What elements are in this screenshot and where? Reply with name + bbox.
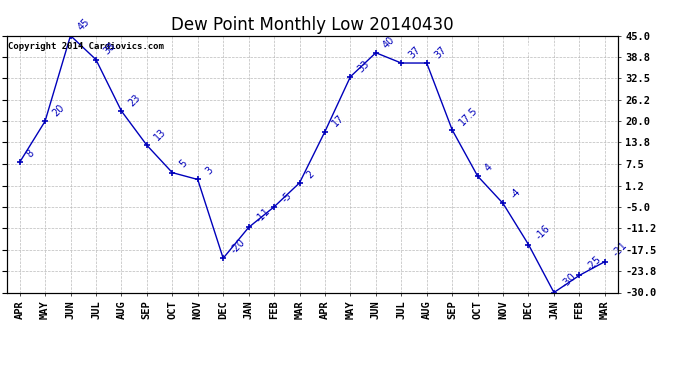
- Text: 3: 3: [204, 165, 215, 177]
- Text: -5: -5: [279, 190, 293, 204]
- Text: 38: 38: [101, 41, 117, 57]
- Text: -25: -25: [585, 254, 603, 273]
- Text: -11: -11: [254, 207, 273, 225]
- Text: 37: 37: [432, 44, 448, 60]
- Text: -16: -16: [534, 224, 552, 242]
- Text: 20: 20: [50, 103, 66, 118]
- Text: 37: 37: [407, 44, 423, 60]
- Text: 2: 2: [305, 169, 317, 180]
- Text: 17.5: 17.5: [457, 105, 480, 127]
- Text: Dew Point (°F): Dew Point (°F): [524, 45, 611, 55]
- Text: 23: 23: [127, 92, 143, 108]
- Text: 17: 17: [331, 113, 346, 129]
- Text: -20: -20: [228, 237, 247, 255]
- Text: 4: 4: [483, 162, 495, 173]
- Text: 8: 8: [25, 148, 37, 160]
- Text: 33: 33: [356, 58, 372, 74]
- Text: 40: 40: [382, 34, 397, 50]
- Text: -30: -30: [560, 272, 578, 290]
- Text: 45: 45: [76, 17, 92, 33]
- Text: Copyright 2014 Cardiovics.com: Copyright 2014 Cardiovics.com: [8, 42, 164, 51]
- Title: Dew Point Monthly Low 20140430: Dew Point Monthly Low 20140430: [171, 16, 453, 34]
- Text: -21: -21: [611, 241, 629, 259]
- Text: 5: 5: [178, 158, 189, 170]
- Text: -4: -4: [509, 187, 522, 201]
- Text: 13: 13: [152, 127, 168, 142]
